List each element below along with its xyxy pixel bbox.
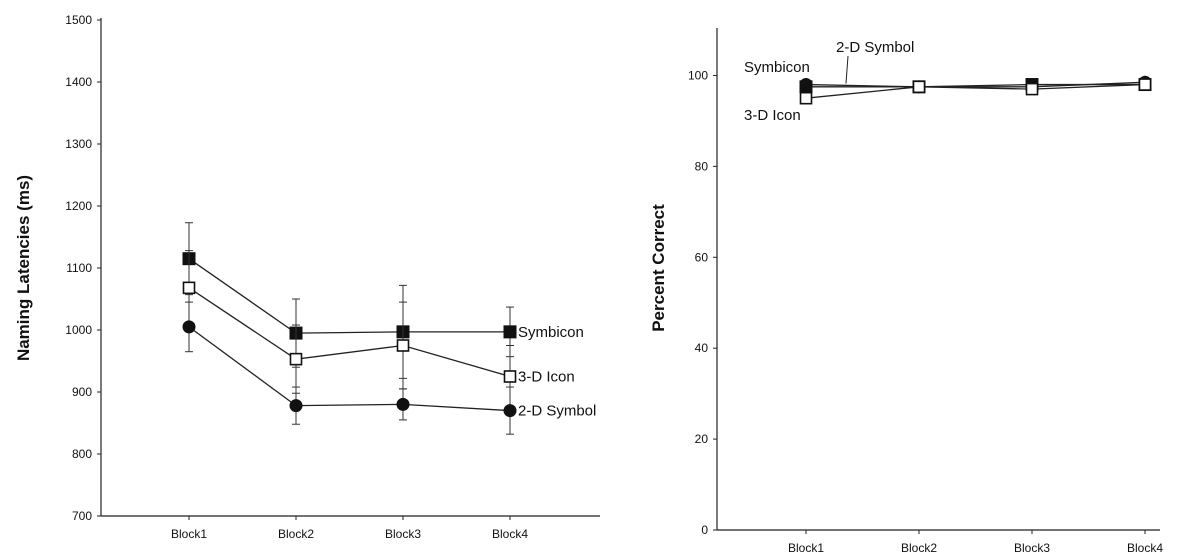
data-point-2-d-symbol [182,320,196,334]
data-point-3-d-icon [289,352,303,366]
x-tick-label: Block2 [901,541,937,555]
series-label-3-d-icon: 3-D Icon [744,107,801,124]
data-point-2-d-symbol [799,78,813,92]
y-tick-label: 100 [688,68,708,82]
x-tick-label: Block2 [278,527,314,541]
y-tick-label: 40 [695,341,709,355]
series-label-symbicon: Symbicon [518,324,584,341]
x-tick-label: Block3 [1014,541,1050,555]
data-point-3-d-icon [503,370,517,383]
x-tick-label: Block3 [385,527,421,541]
y-axis-title: Naming Latencies (ms) [14,175,33,361]
naming-latency-chart: 700 800 900 1000 1100 1200 1300 1400 1500 Block1 B… [14,13,600,541]
y-tick-label: 900 [72,385,92,399]
y-tick-label: 1300 [65,137,92,151]
data-point-3-d-icon [912,80,926,94]
x-tick-label: Block1 [171,527,207,541]
series-label-2-d-symbol: 2-D Symbol [836,39,914,56]
series-line-symbicon [188,258,510,334]
series-label-3-d-icon: 3-D Icon [518,369,575,386]
series-label-2-d-symbol: 2-D Symbol [518,403,596,420]
data-point-symbicon [503,325,517,339]
y-tick-label: 80 [695,159,709,173]
x-tick-label: Block4 [1127,541,1163,555]
series-line-3-d-icon [188,287,511,378]
data-point-3-d-icon [396,339,410,352]
series-line-2-d-symbol [188,326,511,412]
y-tick-label: 1200 [65,199,92,213]
data-point-2-d-symbol [396,397,410,411]
x-tick-label: Block4 [492,527,528,541]
data-point-2-d-symbol [289,399,303,413]
y-tick-label: 60 [695,250,709,264]
x-tick-label: Block1 [788,541,824,555]
y-tick-label: 1000 [65,323,92,337]
y-axis-title: Percent Correct [649,204,668,332]
y-tick-label: 1400 [65,75,92,89]
percent-correct-chart: 0 20 40 60 80 100 Block1 Block2 Block3 Block4 Perc… [649,28,1163,555]
series-symbicon: Symbicon [182,222,584,379]
series-label-pointer [845,55,849,84]
series-3-d-icon: 3-D Icon [744,78,1152,124]
data-point-3-d-icon [1138,78,1152,91]
y-tick-label: 700 [72,509,92,523]
series-line-2-d-symbol [805,81,1146,88]
y-tick-label: 1500 [65,13,92,27]
series-line-3-d-icon [805,83,1146,99]
series-2-d-symbol: 2-D Symbol [799,39,1152,94]
series-2-d-symbol: 2-D Symbol [182,301,596,435]
y-tick-label: 1100 [66,261,92,275]
data-point-3-d-icon [799,91,813,105]
data-point-3-d-icon [1025,82,1039,96]
series-label-symbicon: Symbicon [744,59,810,76]
y-tick-label: 20 [695,432,709,446]
data-point-2-d-symbol [503,404,517,418]
y-tick-label: 800 [72,447,92,461]
y-tick-label: 0 [701,523,708,537]
data-point-3-d-icon [182,281,196,295]
